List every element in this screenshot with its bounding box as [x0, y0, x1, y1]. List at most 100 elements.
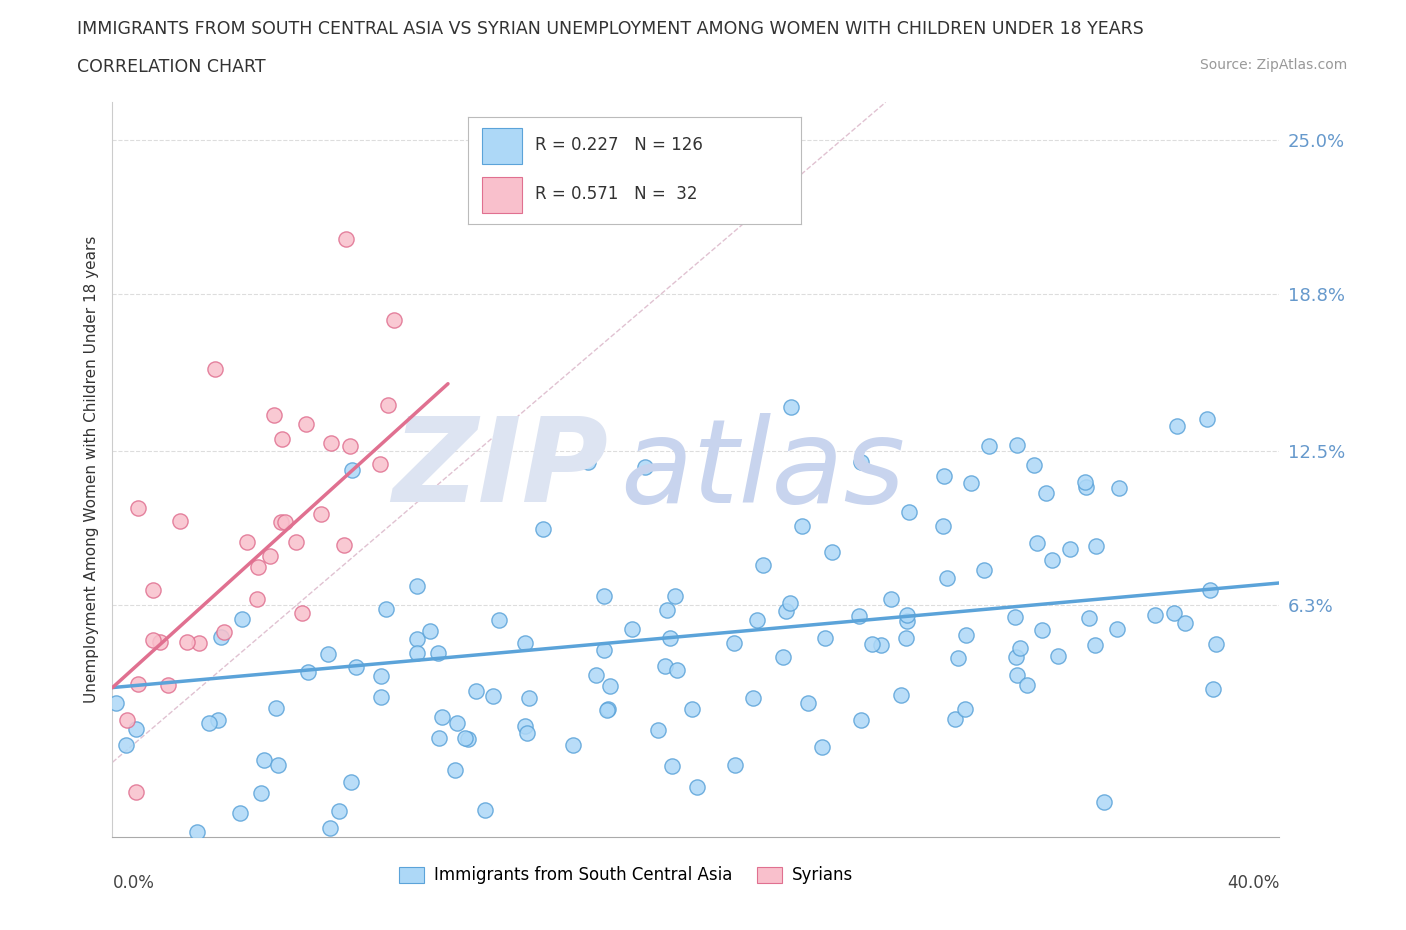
Point — [229, 805, 252, 820]
Point — [977, 439, 1000, 454]
Point — [246, 559, 269, 574]
Point — [897, 505, 920, 520]
Point — [935, 571, 957, 586]
Point — [127, 677, 149, 692]
Point — [316, 646, 339, 661]
Point — [273, 514, 295, 529]
Point — [681, 702, 703, 717]
Point — [342, 462, 364, 477]
Point — [246, 591, 269, 606]
Point — [860, 637, 883, 652]
Point — [419, 623, 441, 638]
Text: Source: ZipAtlas.com: Source: ZipAtlas.com — [1199, 58, 1347, 72]
Point — [890, 688, 912, 703]
Point — [1195, 411, 1218, 426]
Text: 0.0%: 0.0% — [112, 874, 155, 893]
Point — [270, 432, 292, 446]
Point — [267, 758, 290, 773]
Point — [284, 535, 307, 550]
Point — [820, 545, 842, 560]
Point — [1015, 678, 1038, 693]
Point — [114, 737, 136, 752]
Point — [1031, 622, 1053, 637]
Point — [1005, 649, 1028, 664]
Point — [328, 804, 350, 819]
Point — [1040, 552, 1063, 567]
Point — [1007, 438, 1029, 453]
Point — [932, 519, 955, 534]
Point — [1166, 418, 1188, 433]
Point — [814, 631, 837, 645]
Legend: Immigrants from South Central Asia, Syrians: Immigrants from South Central Asia, Syri… — [392, 859, 860, 891]
Point — [647, 723, 669, 737]
Point — [236, 535, 259, 550]
Point — [444, 763, 467, 777]
Point — [599, 679, 621, 694]
Point — [187, 636, 209, 651]
Point — [946, 650, 969, 665]
Point — [295, 417, 318, 432]
Point — [270, 515, 292, 530]
Point — [973, 563, 995, 578]
Point — [333, 538, 356, 552]
Point — [231, 611, 253, 626]
Point — [127, 500, 149, 515]
Point — [849, 455, 872, 470]
Point — [1108, 480, 1130, 495]
Point — [474, 803, 496, 817]
Point — [772, 649, 794, 664]
Point — [634, 459, 657, 474]
Point — [264, 700, 287, 715]
Y-axis label: Unemployment Among Women with Children Under 18 years: Unemployment Among Women with Children U… — [83, 236, 98, 703]
Point — [125, 721, 148, 736]
Point — [779, 596, 801, 611]
Point — [896, 614, 918, 629]
Point — [596, 701, 619, 716]
Point — [370, 669, 392, 684]
Point — [620, 621, 643, 636]
Point — [209, 630, 232, 644]
Point — [1077, 610, 1099, 625]
Point — [1084, 637, 1107, 652]
Point — [664, 589, 686, 604]
Point — [516, 725, 538, 740]
Point — [124, 785, 146, 800]
Point — [1035, 485, 1057, 500]
Point — [186, 825, 208, 840]
Point — [263, 407, 285, 422]
Point — [297, 664, 319, 679]
Point — [780, 400, 803, 415]
Point — [959, 475, 981, 490]
Point — [426, 646, 449, 661]
Point — [149, 635, 172, 650]
Point — [896, 608, 918, 623]
Point — [531, 522, 554, 537]
Point — [659, 631, 682, 645]
Text: 40.0%: 40.0% — [1227, 874, 1279, 893]
Point — [214, 625, 236, 640]
Point — [253, 752, 276, 767]
Point — [1046, 648, 1069, 663]
Point — [427, 731, 450, 746]
Point — [745, 612, 768, 627]
Point — [291, 605, 314, 620]
Point — [454, 730, 477, 745]
Point — [197, 715, 219, 730]
Point — [848, 608, 870, 623]
Point — [1022, 458, 1045, 472]
Point — [319, 820, 342, 835]
Point — [368, 457, 391, 472]
Point — [169, 513, 191, 528]
Point — [655, 603, 678, 618]
Point — [204, 362, 226, 377]
Point — [1094, 794, 1116, 809]
Point — [654, 658, 676, 673]
Point — [593, 643, 616, 658]
Point — [870, 638, 893, 653]
Point — [585, 667, 607, 682]
Text: IMMIGRANTS FROM SOUTH CENTRAL ASIA VS SYRIAN UNEMPLOYMENT AMONG WOMEN WITH CHILD: IMMIGRANTS FROM SOUTH CENTRAL ASIA VS SY… — [77, 20, 1144, 38]
Text: CORRELATION CHART: CORRELATION CHART — [77, 58, 266, 75]
Point — [513, 636, 536, 651]
Point — [370, 689, 392, 704]
Point — [340, 775, 363, 790]
